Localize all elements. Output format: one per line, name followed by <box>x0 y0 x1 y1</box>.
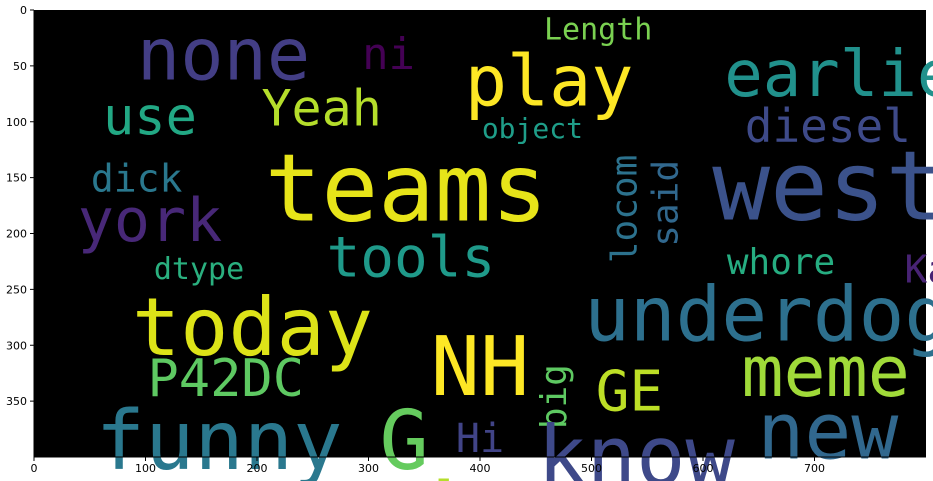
x-tick-label: 200 <box>247 462 268 475</box>
word-whore: whore <box>727 242 835 283</box>
y-tick-group: 0 50 100 150 200 250 300 350 <box>6 4 34 408</box>
word-dtype: dtype <box>154 252 244 287</box>
word-underdogs: underdogs <box>584 269 933 358</box>
word-ni: ni <box>362 29 415 80</box>
word-know: know <box>537 410 735 481</box>
word-object: object <box>482 112 583 145</box>
word-big: big <box>534 364 575 429</box>
word-karma: Karma <box>904 247 933 291</box>
word-today: today <box>132 281 373 374</box>
y-tick-label: 150 <box>6 172 27 185</box>
word-said: said <box>646 160 687 247</box>
y-tick-label: 100 <box>6 116 27 129</box>
word-electric: electric <box>84 476 296 481</box>
y-tick-label: 300 <box>6 339 27 352</box>
axes: 0 100 200 300 400 500 600 700 0 50 100 150 200 250 30… <box>6 4 926 475</box>
y-tick-label: 200 <box>6 228 27 241</box>
word-play: play <box>465 41 634 123</box>
y-tick-label: 350 <box>6 395 27 408</box>
word-locom: locom <box>604 155 645 263</box>
word-tools: tools <box>327 226 496 291</box>
word-dick: dick <box>91 157 183 201</box>
word-york: york <box>78 186 223 256</box>
x-tick-label: 100 <box>135 462 156 475</box>
x-tick-label: 500 <box>581 462 602 475</box>
y-tick-label: 0 <box>20 4 27 17</box>
y-tick-label: 50 <box>13 60 27 73</box>
word-none: none <box>137 13 310 97</box>
word-layer: teams west none play earlier ni Length use Yeah o… <box>78 13 933 481</box>
plot-area <box>34 10 926 457</box>
word-ge: GE <box>596 360 663 425</box>
word-use: use <box>103 87 197 147</box>
word-g: G <box>379 394 428 481</box>
x-tick-label: 0 <box>31 462 38 475</box>
word-length: Length <box>544 13 652 48</box>
y-tick-label: 250 <box>6 283 27 296</box>
word-nh: NH <box>431 320 530 415</box>
word-cool: cool <box>356 472 462 481</box>
word-comment: comment <box>748 474 917 481</box>
word-meme: meme <box>741 331 910 413</box>
x-tick-label: 300 <box>358 462 379 475</box>
word-yeah: Yeah <box>261 79 381 137</box>
word-diesel: diesel <box>745 99 911 153</box>
word-funny: funny <box>96 394 343 481</box>
word-earlier: earlier <box>724 38 933 112</box>
word-new: new <box>757 387 898 477</box>
x-tick-group: 0 100 200 300 400 500 600 700 <box>31 457 825 475</box>
x-tick-label: 700 <box>804 462 825 475</box>
word-west: west <box>712 131 933 243</box>
x-tick-label: 600 <box>693 462 714 475</box>
word-teams: teams <box>265 134 548 243</box>
word-hi: Hi <box>456 416 504 462</box>
word-p42dc: P42DC <box>148 349 305 409</box>
x-tick-label: 400 <box>470 462 491 475</box>
